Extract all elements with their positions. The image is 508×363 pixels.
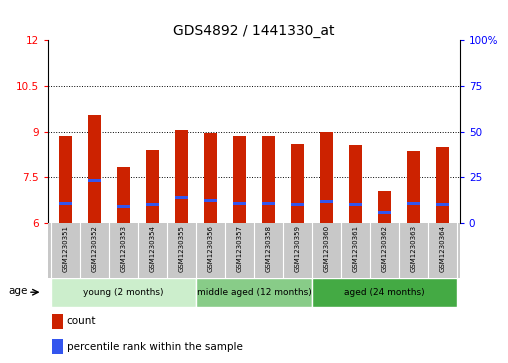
Bar xyxy=(262,136,275,223)
Bar xyxy=(320,132,333,223)
Bar xyxy=(436,147,449,223)
Bar xyxy=(52,314,62,329)
Bar xyxy=(233,202,246,205)
Text: GSM1230359: GSM1230359 xyxy=(295,225,300,272)
Bar xyxy=(59,202,72,205)
Bar xyxy=(407,151,420,223)
Text: young (2 months): young (2 months) xyxy=(83,288,164,297)
Bar xyxy=(349,145,362,223)
Text: GSM1230362: GSM1230362 xyxy=(382,225,388,272)
Bar xyxy=(204,199,217,202)
Text: GSM1230352: GSM1230352 xyxy=(91,225,98,272)
Bar xyxy=(175,196,188,199)
Bar xyxy=(312,278,457,307)
Bar xyxy=(52,339,62,354)
Bar xyxy=(407,202,420,205)
Text: GSM1230363: GSM1230363 xyxy=(410,225,417,272)
Bar xyxy=(146,150,159,223)
Text: count: count xyxy=(67,316,97,326)
Bar xyxy=(175,130,188,223)
Bar xyxy=(378,211,391,214)
Title: GDS4892 / 1441330_at: GDS4892 / 1441330_at xyxy=(173,24,335,37)
Bar xyxy=(146,203,159,207)
Bar xyxy=(117,167,130,223)
Bar xyxy=(51,278,196,307)
Bar xyxy=(204,133,217,223)
Text: age: age xyxy=(9,286,28,296)
Text: GSM1230358: GSM1230358 xyxy=(266,225,271,272)
Bar xyxy=(59,136,72,223)
Bar xyxy=(291,144,304,223)
Text: aged (24 months): aged (24 months) xyxy=(344,288,425,297)
Bar xyxy=(233,136,246,223)
Text: GSM1230353: GSM1230353 xyxy=(120,225,126,272)
Text: GSM1230364: GSM1230364 xyxy=(439,225,446,272)
Bar xyxy=(117,205,130,208)
Text: GSM1230356: GSM1230356 xyxy=(208,225,213,272)
Bar xyxy=(436,203,449,207)
Text: GSM1230361: GSM1230361 xyxy=(353,225,359,272)
Bar xyxy=(320,200,333,203)
Text: GSM1230360: GSM1230360 xyxy=(324,225,330,272)
Text: percentile rank within the sample: percentile rank within the sample xyxy=(67,342,243,352)
Bar xyxy=(196,278,312,307)
Bar xyxy=(378,191,391,223)
Bar xyxy=(349,203,362,206)
Text: middle aged (12 months): middle aged (12 months) xyxy=(197,288,311,297)
Text: GSM1230351: GSM1230351 xyxy=(62,225,69,272)
Bar xyxy=(88,115,101,223)
Bar xyxy=(262,202,275,205)
Bar xyxy=(88,179,101,182)
Text: GSM1230357: GSM1230357 xyxy=(237,225,242,272)
Text: GSM1230354: GSM1230354 xyxy=(149,225,155,272)
Text: GSM1230355: GSM1230355 xyxy=(178,225,184,272)
Bar xyxy=(291,203,304,206)
